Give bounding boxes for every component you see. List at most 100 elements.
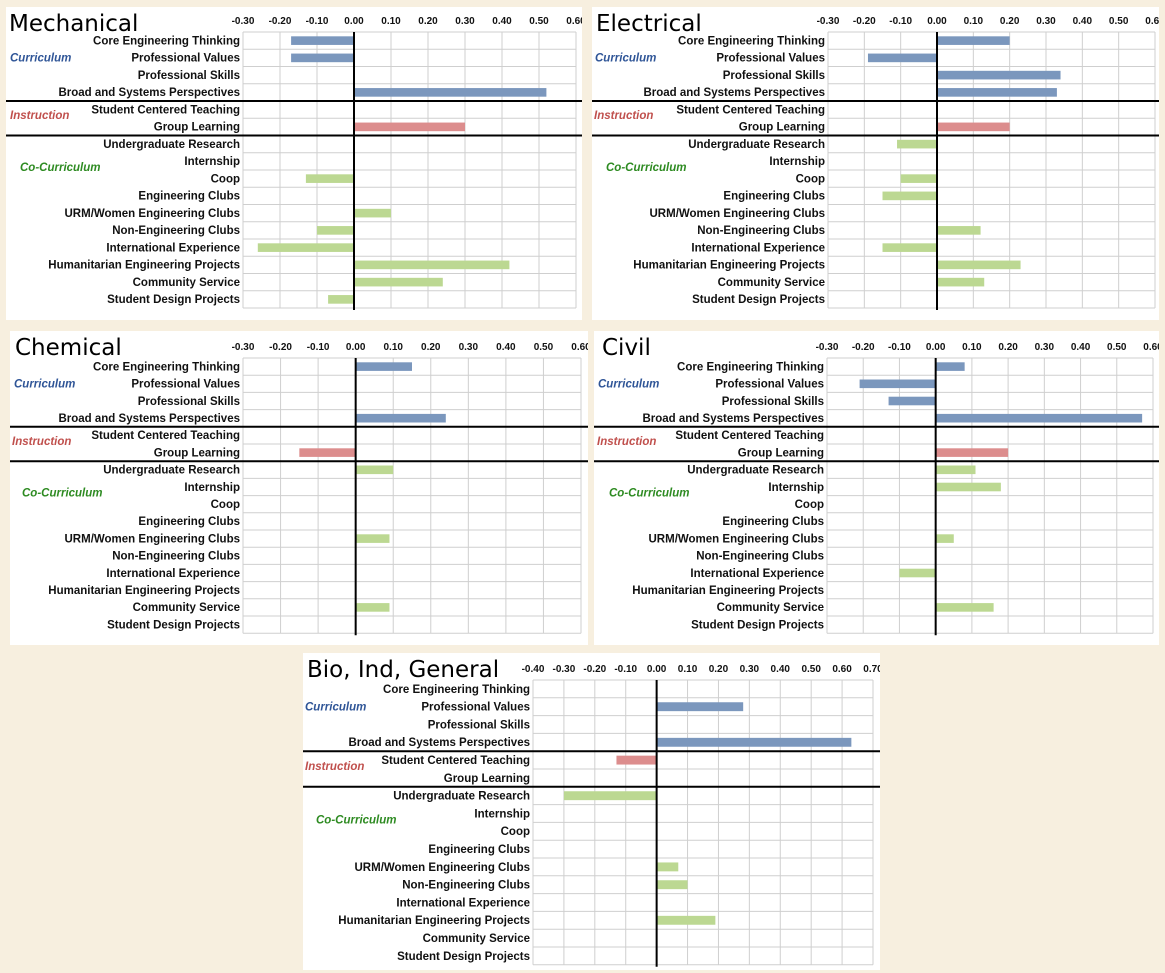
chart-bio-ind-general-svg: Bio, Ind, General -0.40 -0.30 -0.20 -0.10 0.0… — [303, 657, 880, 967]
chart-chemical: Chemical -0.30 -0.20 -0.10 0.00 0.10 0.20 0.30 0… — [10, 331, 588, 645]
category-label: Coop — [796, 173, 825, 185]
bar-undergraduate-research — [355, 465, 394, 475]
category-label: Coop — [501, 826, 530, 838]
category-label: Undergraduate Research — [688, 139, 825, 151]
category-label: Student Design Projects — [692, 294, 825, 306]
bar-broad-and-systems-perspectives — [354, 88, 547, 97]
bar-professional-skills — [888, 396, 936, 406]
chart-bio-ind-general: Bio, Ind, General -0.40 -0.30 -0.20 -0.10 0.0… — [303, 653, 880, 970]
category-label: Student Centered Teaching — [91, 104, 240, 116]
x-tick-label: -0.30 — [816, 342, 839, 353]
x-tick-label: -0.30 — [553, 664, 576, 675]
category-label: Broad and Systems Perspectives — [58, 413, 240, 425]
bar-group-learning — [937, 122, 1010, 132]
x-tick-label: 0.60 — [566, 16, 582, 27]
category-label: Internship — [184, 482, 240, 494]
bar-international-experience — [899, 568, 936, 578]
group-label-instruction: Instruction — [597, 436, 656, 448]
bar-core-engineering-thinking — [355, 362, 412, 371]
bar-internship — [935, 482, 1001, 492]
bar-core-engineering-thinking — [937, 36, 1010, 45]
category-label: Non-Engineering Clubs — [697, 225, 825, 237]
bar-undergraduate-research — [935, 465, 976, 475]
bar-humanitarian-engineering-projects — [937, 260, 1021, 270]
bar-core-engineering-thinking — [291, 36, 354, 45]
category-label: Professional Skills — [138, 70, 240, 82]
bar-urm-women-engineering-clubs — [935, 534, 954, 543]
bar-professional-values — [656, 702, 744, 712]
category-label: Humanitarian Engineering Projects — [632, 585, 824, 597]
category-label: Non-Engineering Clubs — [402, 880, 530, 892]
category-label: Internship — [768, 482, 824, 494]
bar-undergraduate-research — [563, 791, 657, 801]
group-label-co-curriculum: Co-Curriculum — [609, 487, 690, 499]
category-label: Non-Engineering Clubs — [112, 225, 240, 237]
x-tick-label: 0.00 — [926, 342, 946, 353]
bar-broad-and-systems-perspectives — [656, 737, 852, 747]
category-label: Student Centered Teaching — [91, 430, 240, 442]
x-tick-label: -0.30 — [232, 16, 255, 27]
bar-undergraduate-research — [897, 139, 937, 149]
x-tick-label: 0.00 — [346, 342, 366, 353]
category-label: Group Learning — [444, 773, 530, 785]
chart-electrical: Electrical -0.30 -0.20 -0.10 0.00 0.10 0.20 0.3… — [592, 7, 1159, 320]
category-label: URM/Women Engineering Clubs — [65, 208, 241, 220]
bar-urm-women-engineering-clubs — [656, 862, 679, 872]
x-tick-label: 0.40 — [1071, 342, 1091, 353]
x-tick-label: 0.00 — [344, 16, 364, 27]
bar-professional-values — [859, 379, 936, 389]
category-label: Humanitarian Engineering Projects — [48, 585, 240, 597]
x-tick-label: -0.10 — [888, 342, 911, 353]
x-tick-label: 0.40 — [492, 16, 512, 27]
category-label: Professional Skills — [428, 719, 530, 731]
bar-broad-and-systems-perspectives — [937, 88, 1057, 97]
category-label: Student Centered Teaching — [381, 755, 530, 767]
x-tick-label: 0.20 — [421, 342, 441, 353]
category-label: Internship — [769, 156, 825, 168]
x-tick-label: 0.40 — [1073, 16, 1093, 27]
category-label: Undergraduate Research — [103, 465, 240, 477]
bar-group-learning — [935, 448, 1009, 457]
chart-title: Bio, Ind, General — [307, 657, 499, 683]
x-tick-label: 0.10 — [964, 16, 984, 27]
bar-international-experience — [882, 243, 937, 252]
group-label-curriculum: Curriculum — [595, 53, 656, 65]
x-tick-label: -0.20 — [269, 16, 292, 27]
x-tick-label: -0.20 — [852, 342, 875, 353]
category-label: Student Centered Teaching — [675, 430, 824, 442]
category-label: Community Service — [718, 277, 825, 289]
x-tick-label: 0.60 — [1145, 16, 1159, 27]
x-tick-label: 0.50 — [1109, 16, 1129, 27]
chart-electrical-svg: Electrical -0.30 -0.20 -0.10 0.00 0.10 0.20 0.3… — [592, 11, 1159, 310]
category-label: Professional Skills — [722, 396, 824, 408]
x-tick-label: 0.50 — [529, 16, 549, 27]
category-label: Engineering Clubs — [722, 516, 824, 528]
bar-urm-women-engineering-clubs — [354, 208, 391, 218]
bar-professional-skills — [937, 70, 1061, 80]
category-label: URM/Women Engineering Clubs — [650, 208, 826, 220]
bar-group-learning — [299, 448, 356, 457]
chart-civil-svg: Civil -0.30 -0.20 -0.10 0.00 0.10 0.20 0.30 0.40… — [594, 335, 1159, 636]
x-tick-label: 0.60 — [832, 664, 852, 675]
category-label: Non-Engineering Clubs — [112, 551, 240, 563]
x-tick-label: -0.30 — [817, 16, 840, 27]
x-tick-label: 0.30 — [1036, 16, 1056, 27]
category-label: Student Design Projects — [397, 951, 530, 963]
category-label: Undergraduate Research — [393, 791, 530, 803]
category-label: Broad and Systems Perspectives — [642, 413, 824, 425]
category-label: Student Design Projects — [107, 619, 240, 631]
group-label-curriculum: Curriculum — [10, 53, 71, 65]
x-tick-label: -0.20 — [269, 342, 292, 353]
x-tick-label: 0.00 — [927, 16, 947, 27]
bar-non-engineering-clubs — [317, 226, 354, 235]
x-tick-label: 0.30 — [740, 664, 760, 675]
bar-coop — [305, 174, 354, 183]
category-label: Student Design Projects — [107, 294, 240, 306]
category-label: Professional Values — [421, 702, 530, 714]
x-tick-label: 0.30 — [459, 342, 479, 353]
category-label: Engineering Clubs — [138, 191, 240, 203]
x-tick-label: -0.40 — [522, 664, 545, 675]
bar-broad-and-systems-perspectives — [355, 413, 446, 423]
category-label: Core Engineering Thinking — [678, 35, 825, 47]
category-label: Engineering Clubs — [723, 191, 825, 203]
